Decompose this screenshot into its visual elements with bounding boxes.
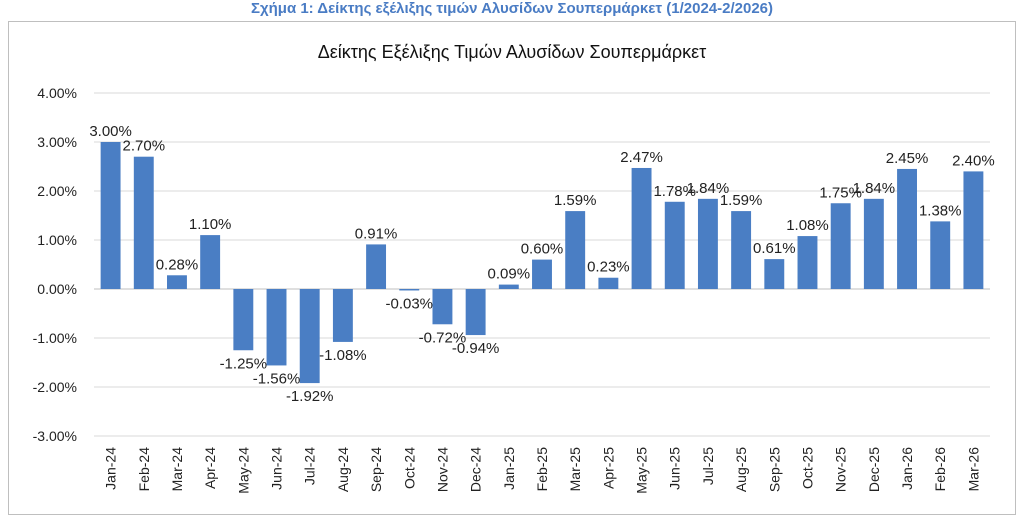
- x-tick-label: Aug-24: [335, 447, 351, 492]
- bar-may-25: [631, 167, 652, 289]
- y-tick-label: 3.00%: [37, 134, 77, 150]
- data-label: 0.91%: [355, 225, 398, 242]
- data-label: 1.84%: [853, 180, 896, 197]
- data-label: -0.94%: [452, 340, 500, 357]
- data-label: 1.78%: [653, 183, 696, 200]
- page-footer-strip: [0, 516, 1024, 524]
- x-tick-label: Oct-24: [401, 447, 417, 489]
- data-label: 3.00%: [89, 123, 132, 140]
- bar-sep-24: [366, 244, 387, 289]
- x-axis: Jan-24 Feb-24 Mar-24 Apr-24 May-24 Jun-24 Jul-…: [103, 447, 982, 494]
- y-tick-label: 2.00%: [37, 183, 77, 199]
- data-label: 0.23%: [587, 259, 630, 276]
- x-tick-label: Mar-25: [567, 447, 583, 492]
- x-tick-label: Nov-25: [833, 447, 849, 492]
- x-tick-label: Mar-24: [169, 447, 185, 492]
- data-label: 2.45%: [886, 150, 929, 167]
- bars: [100, 142, 984, 384]
- x-tick-label: Dec-24: [468, 447, 484, 492]
- x-tick-label: Oct-25: [799, 447, 815, 489]
- bar-nov-24: [432, 289, 453, 325]
- x-tick-label: Jul-25: [700, 447, 716, 485]
- x-tick-label: May-24: [235, 447, 251, 494]
- data-label: 0.61%: [753, 240, 796, 257]
- x-tick-label: Sep-24: [368, 447, 384, 492]
- bar-aug-25: [731, 211, 752, 289]
- data-label: -1.56%: [253, 370, 301, 387]
- data-labels: 3.00%2.70% 0.28% 1.10% -1.25%-1.56%-1.92% -1…: [89, 123, 994, 405]
- x-tick-label: Jan-25: [501, 447, 517, 490]
- x-tick-label: Dec-25: [866, 447, 882, 492]
- data-label: 1.38%: [919, 202, 962, 219]
- x-tick-label: Feb-24: [136, 447, 152, 492]
- bar-jun-24: [266, 289, 287, 366]
- bar-mar-25: [565, 211, 586, 289]
- bar-oct-25: [797, 236, 818, 289]
- data-label: 1.75%: [819, 184, 862, 201]
- x-tick-label: Jun-25: [667, 447, 683, 490]
- data-label: 0.28%: [156, 256, 199, 273]
- data-label: -0.72%: [419, 329, 467, 346]
- figure-caption: Σχήμα 1: Δείκτης εξέλιξης τιμών Αλυσίδων…: [250, 0, 774, 17]
- x-tick-label: Apr-24: [202, 447, 218, 489]
- x-tick-label: Mar-26: [965, 447, 981, 492]
- x-tick-label: Aug-25: [733, 447, 749, 492]
- bar-apr-24: [200, 235, 221, 289]
- x-tick-label: May-25: [634, 447, 650, 494]
- bar-apr-25: [598, 277, 619, 289]
- bar-jan-25: [498, 284, 519, 289]
- bar-dec-24: [465, 289, 486, 336]
- y-tick-label: 4.00%: [37, 85, 77, 101]
- data-label: 2.40%: [952, 152, 995, 169]
- y-tick-label: -3.00%: [33, 428, 77, 444]
- bar-jan-24: [100, 142, 121, 289]
- x-tick-label: Jan-26: [899, 447, 915, 490]
- bar-dec-25: [863, 198, 884, 289]
- x-tick-label: Apr-25: [600, 447, 616, 489]
- x-tick-label: Feb-25: [534, 447, 550, 492]
- data-label: -0.03%: [385, 295, 433, 312]
- x-tick-label: Jul-24: [302, 447, 318, 485]
- bar-aug-24: [332, 289, 353, 342]
- bar-feb-25: [532, 259, 552, 289]
- data-label: 2.47%: [620, 149, 663, 166]
- data-label: 1.84%: [687, 180, 730, 197]
- bar-jun-25: [664, 201, 685, 289]
- x-tick-label: Nov-24: [434, 447, 450, 492]
- x-tick-label: Jun-24: [269, 447, 285, 490]
- data-label: 2.70%: [123, 138, 166, 155]
- data-label: 1.10%: [189, 216, 232, 233]
- bar-feb-26: [930, 221, 951, 289]
- bar-jul-24: [299, 289, 320, 384]
- y-tick-label: 0.00%: [37, 281, 77, 297]
- data-label: 0.09%: [488, 266, 531, 283]
- y-tick-label: -1.00%: [33, 330, 77, 346]
- data-label: 1.08%: [786, 217, 829, 234]
- data-label: -1.25%: [220, 355, 268, 372]
- y-tick-label: 1.00%: [37, 232, 77, 248]
- data-label: 0.60%: [521, 241, 564, 258]
- bar-feb-24: [133, 156, 154, 289]
- y-tick-label: -2.00%: [33, 379, 77, 395]
- bar-jan-26: [897, 168, 917, 289]
- bar-mar-26: [963, 171, 984, 289]
- bar-mar-24: [167, 275, 187, 289]
- bar-oct-24: [399, 289, 420, 291]
- data-label: -1.92%: [286, 388, 334, 405]
- bar-may-24: [233, 289, 254, 351]
- y-axis: 4.00% 3.00% 2.00% 1.00% 0.00% -1.00% -2.00% -3.…: [33, 85, 77, 444]
- chart-title: Δείκτης Εξέλιξης Τιμών Αλυσίδων Σουπερμά…: [318, 42, 707, 62]
- x-tick-label: Sep-25: [766, 447, 782, 492]
- data-label: 1.59%: [720, 192, 763, 209]
- bar-nov-25: [830, 203, 851, 289]
- x-tick-label: Jan-24: [103, 447, 119, 490]
- x-tick-label: Feb-26: [932, 447, 948, 492]
- bar-sep-25: [764, 259, 785, 289]
- data-label: 1.59%: [554, 192, 597, 209]
- data-label: -1.08%: [319, 347, 367, 364]
- bar-jul-25: [697, 198, 718, 289]
